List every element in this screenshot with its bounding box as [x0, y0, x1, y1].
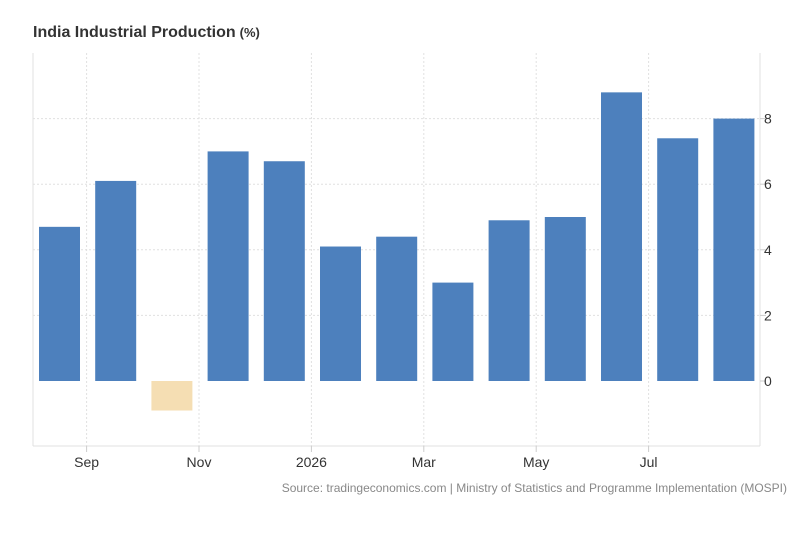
bar[interactable] — [39, 226, 80, 381]
y-axis-ticks: 0 2 4 6 8 — [760, 111, 772, 389]
y-tick-label: 8 — [764, 111, 772, 127]
bar[interactable] — [320, 246, 361, 381]
x-tick-label: Jul — [640, 454, 658, 470]
chart-title: India Industrial Production (%) — [33, 24, 260, 42]
bar[interactable] — [713, 118, 755, 381]
bar[interactable] — [376, 236, 418, 381]
x-tick-label: Sep — [74, 454, 99, 470]
bar[interactable] — [601, 92, 642, 382]
x-axis-ticks: Sep Nov 2026 Mar May Jul — [74, 446, 658, 470]
chart-title-text: India Industrial Production — [33, 24, 236, 41]
bar[interactable] — [657, 138, 699, 381]
bars — [39, 92, 755, 411]
y-tick-label: 0 — [764, 373, 772, 389]
chart-unit: (%) — [239, 25, 260, 40]
bar[interactable] — [544, 217, 586, 381]
bar[interactable] — [263, 161, 305, 381]
x-tick-label: Mar — [412, 454, 436, 470]
bar[interactable] — [488, 220, 530, 381]
bar[interactable] — [207, 151, 249, 381]
y-tick-label: 6 — [764, 176, 772, 192]
y-tick-label: 4 — [764, 242, 772, 258]
x-tick-label: May — [523, 454, 549, 470]
bar[interactable] — [95, 180, 137, 381]
bar[interactable] — [432, 282, 474, 381]
y-tick-label: 2 — [764, 307, 772, 323]
bar[interactable] — [151, 381, 193, 411]
x-tick-label: 2026 — [296, 454, 327, 470]
x-tick-label: Nov — [187, 454, 212, 470]
source-note: Source: tradingeconomics.com | Ministry … — [282, 481, 787, 495]
